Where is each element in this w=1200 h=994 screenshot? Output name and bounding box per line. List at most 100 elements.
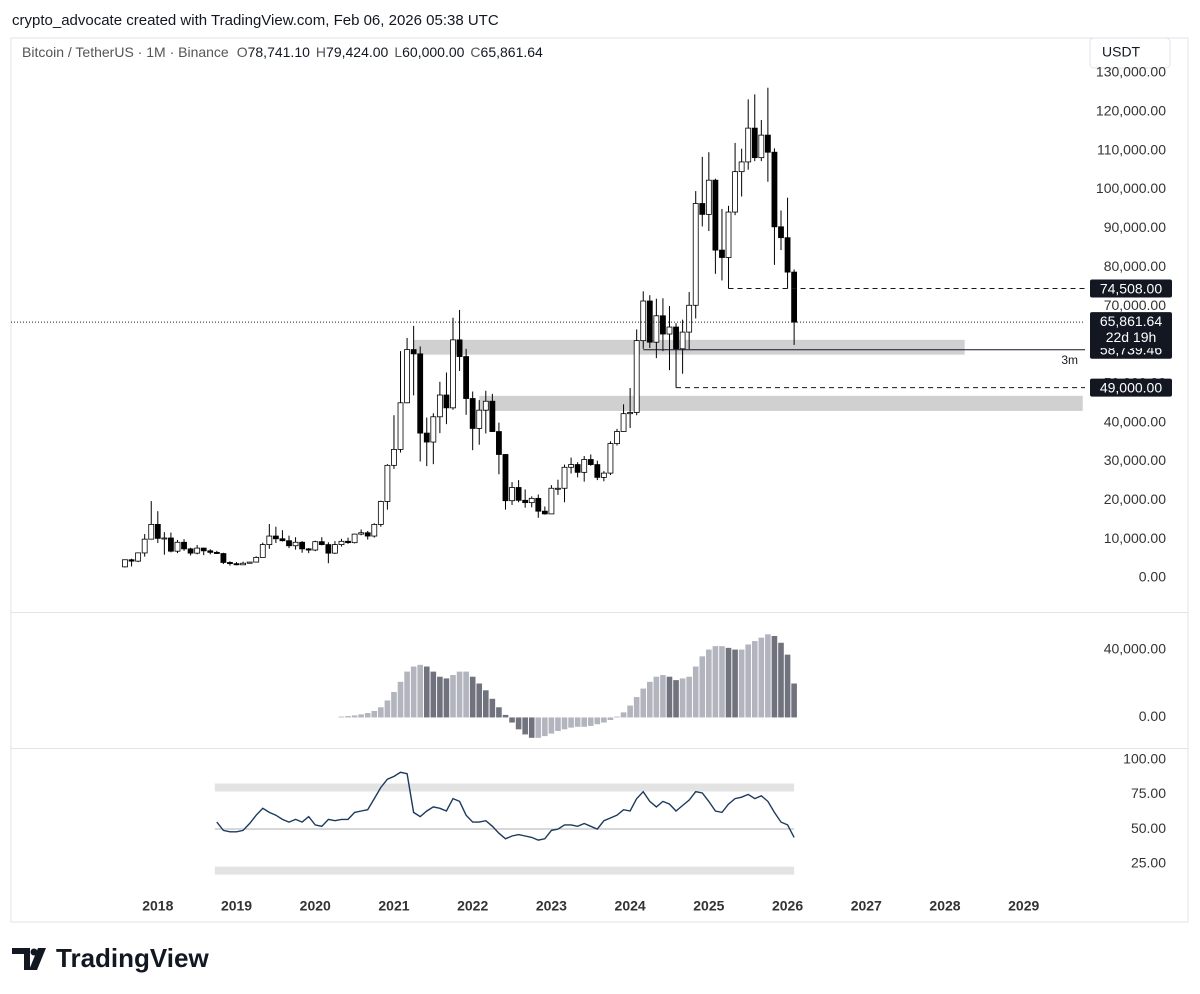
- candle-body: [246, 561, 253, 564]
- candle-body: [640, 300, 647, 342]
- histogram-bar: [364, 713, 371, 718]
- candle-body: [778, 226, 784, 239]
- histogram-bar: [463, 671, 469, 718]
- candle-body: [646, 300, 653, 343]
- legend-key: L: [394, 44, 402, 60]
- candle-body: [745, 127, 752, 163]
- histogram-bar: [712, 646, 719, 718]
- logo-mark: [29, 948, 46, 970]
- candle-body: [377, 501, 384, 525]
- histogram-bar: [745, 644, 751, 718]
- histogram-bar: [627, 705, 633, 718]
- histogram-bar: [515, 717, 522, 730]
- price-tick-label: 90,000.00: [1104, 219, 1166, 235]
- time-tick-label: 2019: [221, 898, 252, 914]
- price-tick-label: 40,000.00: [1104, 413, 1166, 429]
- candle-body: [410, 349, 417, 355]
- histogram-bar: [410, 666, 417, 718]
- candle-body: [332, 544, 338, 554]
- price-tick-label: 110,000.00: [1097, 141, 1166, 157]
- candle-body: [712, 179, 719, 251]
- time-tick-label: 2025: [693, 898, 724, 914]
- histogram-bar: [673, 680, 679, 718]
- candle-body: [574, 464, 581, 473]
- price-tick-label: 20,000.00: [1104, 491, 1166, 507]
- histogram-bar: [620, 712, 627, 718]
- histogram-bar: [542, 717, 548, 737]
- histogram-bar: [594, 717, 601, 725]
- candle-body: [187, 548, 194, 554]
- currency-button[interactable]: [1089, 37, 1171, 69]
- indicator-tick-label: 25.00: [1131, 854, 1166, 870]
- candle-body: [443, 394, 450, 409]
- rsi-band: [214, 866, 795, 875]
- candle-body: [168, 537, 174, 552]
- indicator-tick-label: 0.00: [1139, 708, 1166, 724]
- histogram-bar: [568, 717, 574, 728]
- candle-body: [653, 315, 660, 343]
- logo: [12, 948, 46, 970]
- candle-body: [568, 464, 574, 468]
- price-tick-label: 100,000.00: [1096, 180, 1166, 196]
- histogram-bar: [548, 717, 555, 734]
- candle-body: [181, 541, 187, 550]
- histogram-bar: [732, 649, 738, 718]
- candle-body: [318, 541, 325, 545]
- candle-body: [600, 472, 607, 478]
- symbol-legend: Bitcoin / TetherUS · 1M · Binance O78,741…: [22, 44, 543, 60]
- legend-key: C: [470, 44, 480, 60]
- candle-body: [148, 523, 155, 540]
- candle-body: [699, 203, 706, 215]
- histogram-bar: [378, 707, 384, 718]
- symbol: Bitcoin / TetherUS · 1M · Binance: [22, 44, 229, 60]
- rsi-line: [216, 771, 795, 841]
- histogram-bar: [483, 690, 489, 718]
- price-tick-label: 10,000.00: [1104, 530, 1166, 546]
- candle-body: [417, 353, 424, 434]
- candle-body: [732, 171, 738, 213]
- candle-body: [135, 552, 142, 562]
- legend-key: H: [316, 44, 326, 60]
- histogram-bar: [358, 714, 364, 718]
- histogram-bar: [502, 714, 509, 718]
- histogram-bar: [587, 717, 594, 726]
- candle-body: [233, 563, 240, 566]
- histogram-bar: [437, 676, 443, 718]
- candle-body: [666, 326, 673, 335]
- histogram-bar: [660, 675, 666, 718]
- histogram-bar: [653, 676, 660, 718]
- histogram-bar: [725, 647, 732, 718]
- candle-body: [463, 356, 470, 399]
- candle-body: [213, 551, 220, 554]
- price-tick-label: 0.00: [1139, 569, 1166, 585]
- candle-body: [207, 550, 214, 553]
- price-tick-label: 130,000.00: [1096, 64, 1166, 80]
- candle-body: [719, 249, 725, 258]
- histogram-bar: [614, 716, 620, 718]
- histogram-bar: [719, 646, 725, 718]
- brand: TradingView: [56, 943, 209, 973]
- histogram-bar: [391, 691, 397, 718]
- candle-body: [174, 541, 181, 552]
- candle-body: [391, 449, 397, 466]
- candle-body: [758, 134, 765, 159]
- price-tick-label: 80,000.00: [1104, 258, 1166, 274]
- candle-body: [220, 553, 227, 563]
- candle-body: [364, 532, 371, 537]
- histogram-bar: [371, 710, 378, 718]
- candle-body: [541, 510, 548, 515]
- histogram-bar: [528, 717, 535, 738]
- price-tick-label: 70,000.00: [1104, 297, 1166, 313]
- candle-body: [128, 559, 135, 562]
- candle-body: [141, 538, 148, 554]
- histogram-bar: [666, 676, 673, 718]
- level-label-box: [1090, 279, 1172, 298]
- candle-body: [338, 540, 345, 545]
- candle-body: [594, 464, 601, 478]
- currency[interactable]: USDT: [1102, 44, 1141, 60]
- histogram-bar: [581, 717, 587, 727]
- candle-body: [784, 237, 791, 273]
- histogram-bar: [384, 700, 391, 718]
- histogram-bar: [456, 671, 463, 718]
- time-tick-label: 2024: [615, 898, 646, 914]
